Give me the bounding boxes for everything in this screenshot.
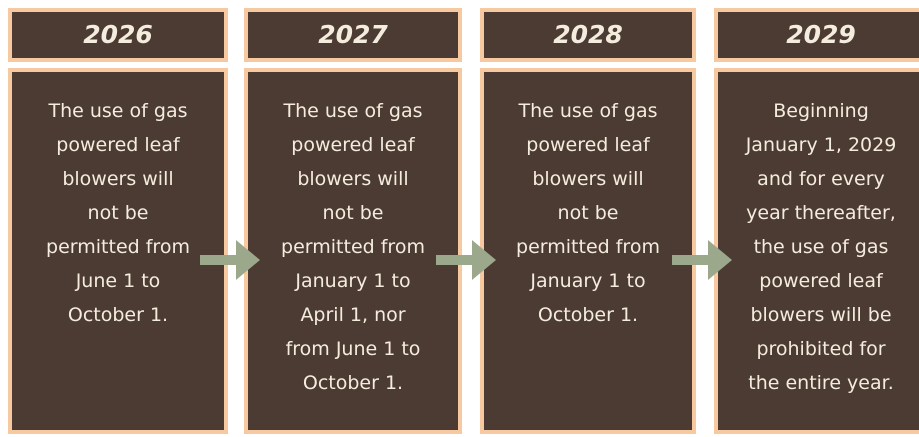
description-line: The use of gas	[283, 100, 423, 122]
description-line: April 1, nor	[300, 304, 406, 326]
arrow	[672, 240, 732, 280]
description-line: powered leaf	[56, 134, 180, 156]
year-header: 2029	[714, 8, 919, 62]
description-line: year thereafter,	[746, 202, 896, 224]
description-line: the entire year.	[748, 372, 894, 394]
description-line: permitted from	[46, 236, 190, 258]
description-line: June 1 to	[75, 270, 161, 292]
description-line: blowers will	[62, 168, 174, 190]
description-line: permitted from	[281, 236, 425, 258]
description-box: The use of gas powered leaf blowers will no…	[480, 68, 696, 434]
description-line: blowers will be	[750, 304, 892, 326]
description-line: not be	[87, 202, 149, 224]
description-line: The use of gas	[48, 100, 188, 122]
description-box: The use of gas powered leaf blowers will no…	[244, 68, 462, 434]
description-line: permitted from	[516, 236, 660, 258]
description-line: Beginning	[773, 100, 869, 122]
description-line: October 1.	[537, 304, 639, 326]
description-line: blowers will	[297, 168, 409, 190]
description-line: prohibited for	[756, 338, 886, 360]
description-line: powered leaf	[759, 270, 883, 292]
year-header: 2026	[8, 8, 228, 62]
description-line: The use of gas	[518, 100, 658, 122]
description-line: not be	[322, 202, 384, 224]
description-line: October 1.	[302, 372, 404, 394]
description-line: from June 1 to	[285, 338, 421, 360]
description-box: The use of gas powered leaf blowers will no…	[8, 68, 228, 434]
description-line: the use of gas	[753, 236, 889, 258]
arrow	[436, 240, 496, 280]
year-header: 2027	[244, 8, 462, 62]
description-line: not be	[557, 202, 619, 224]
description-line: October 1.	[67, 304, 169, 326]
description-box: Beginning January 1, 2029 and for every yea…	[714, 68, 919, 434]
arrow	[200, 240, 260, 280]
description-line: January 1 to	[295, 270, 411, 292]
description-line: and for every	[757, 168, 885, 190]
year-header: 2028	[480, 8, 696, 62]
description-line: powered leaf	[526, 134, 650, 156]
description-line: blowers will	[532, 168, 644, 190]
description-line: January 1 to	[530, 270, 646, 292]
description-line: January 1, 2029	[745, 134, 897, 156]
description-line: powered leaf	[291, 134, 415, 156]
